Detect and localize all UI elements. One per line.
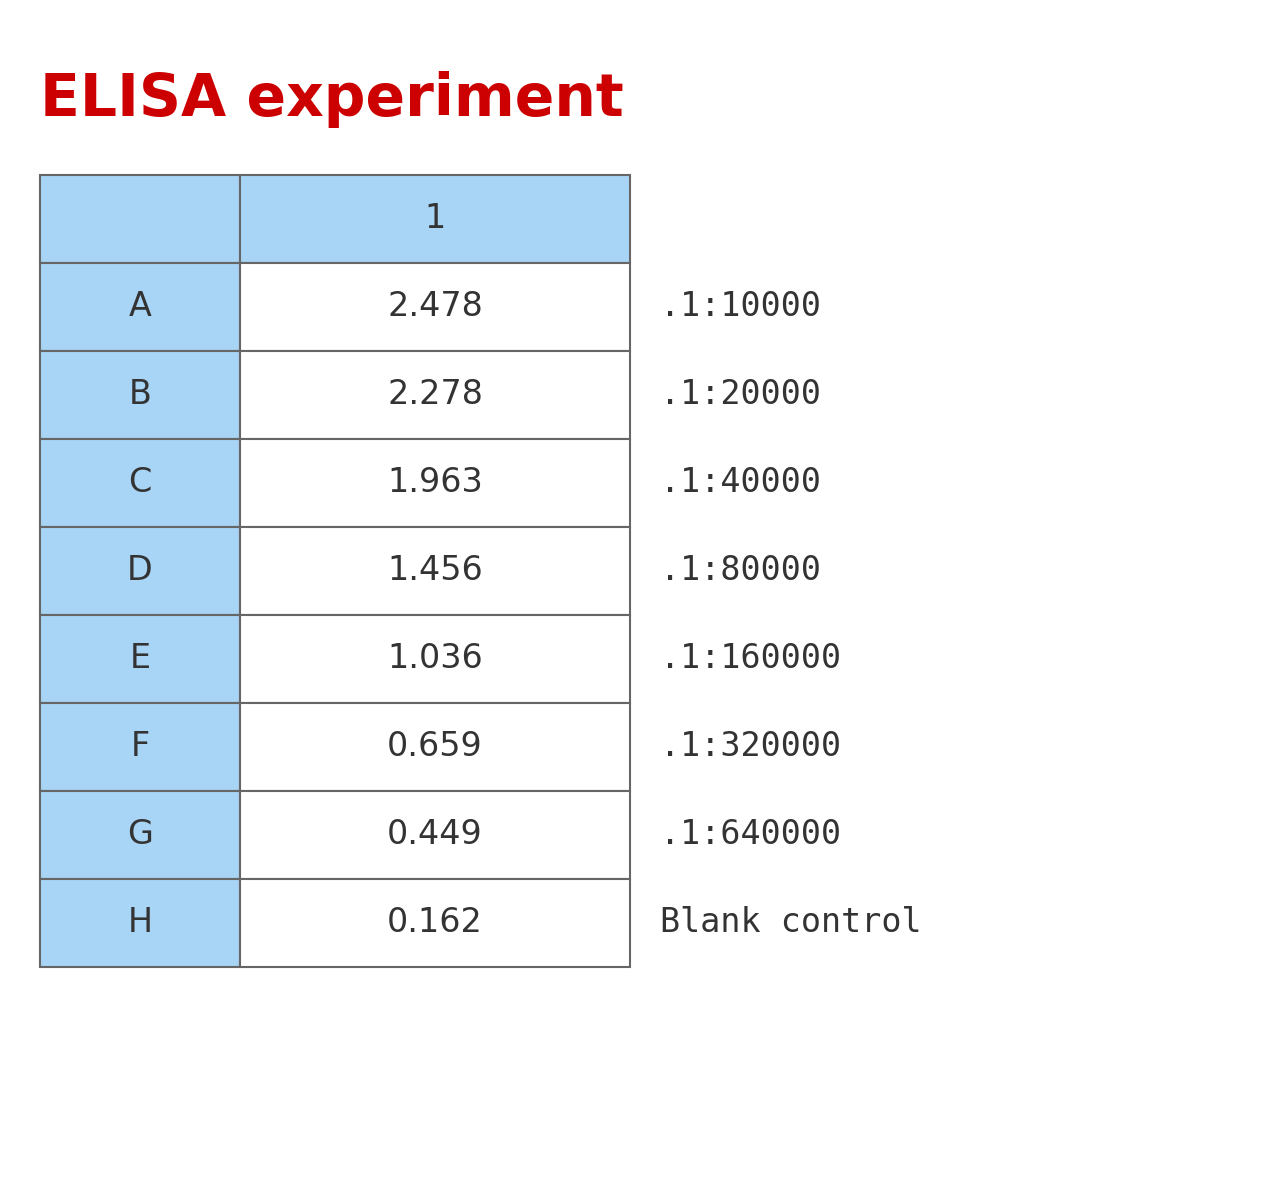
Bar xyxy=(40,352,241,439)
Text: 1.036: 1.036 xyxy=(387,643,483,675)
Text: .1:20000: .1:20000 xyxy=(660,378,820,412)
Text: .1:80000: .1:80000 xyxy=(660,555,820,588)
Text: F: F xyxy=(131,731,150,763)
Bar xyxy=(40,791,241,879)
Text: 0.449: 0.449 xyxy=(387,819,483,851)
Bar xyxy=(40,703,241,791)
Bar xyxy=(40,527,241,615)
Text: .1:10000: .1:10000 xyxy=(660,290,820,324)
Bar xyxy=(241,352,630,439)
Bar xyxy=(40,262,241,352)
Bar xyxy=(40,175,241,262)
Text: H: H xyxy=(128,907,152,939)
Text: 1.456: 1.456 xyxy=(387,555,483,588)
Text: G: G xyxy=(127,819,152,851)
Text: ELISA experiment: ELISA experiment xyxy=(40,71,623,129)
Bar xyxy=(241,703,630,791)
Text: 2.278: 2.278 xyxy=(387,378,483,412)
Bar xyxy=(40,879,241,967)
Text: B: B xyxy=(128,378,151,412)
Bar xyxy=(241,879,630,967)
Text: .1:160000: .1:160000 xyxy=(660,643,841,675)
Text: 0.162: 0.162 xyxy=(387,907,483,939)
Text: E: E xyxy=(129,643,151,675)
Text: 1.963: 1.963 xyxy=(387,466,483,500)
Bar xyxy=(241,615,630,703)
Text: .1:640000: .1:640000 xyxy=(660,819,841,851)
Text: D: D xyxy=(127,555,152,588)
Bar xyxy=(241,439,630,527)
Bar xyxy=(241,175,630,262)
Text: .1:320000: .1:320000 xyxy=(660,731,841,763)
Bar xyxy=(241,262,630,352)
Text: A: A xyxy=(128,290,151,324)
Text: 0.659: 0.659 xyxy=(387,731,483,763)
Bar xyxy=(40,615,241,703)
Text: 1: 1 xyxy=(425,202,445,236)
Bar xyxy=(241,527,630,615)
Text: C: C xyxy=(128,466,151,500)
Text: .1:40000: .1:40000 xyxy=(660,466,820,500)
Bar xyxy=(241,791,630,879)
Bar xyxy=(40,439,241,527)
Text: Blank control: Blank control xyxy=(660,907,922,939)
Text: 2.478: 2.478 xyxy=(387,290,483,324)
